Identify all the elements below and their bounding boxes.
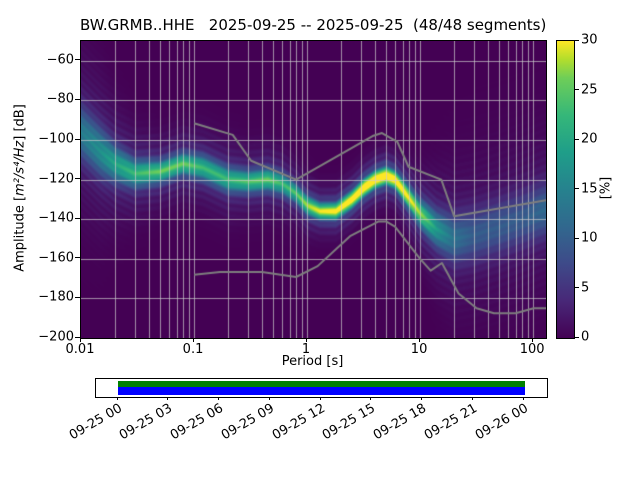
y-tick-label: −180 bbox=[38, 289, 74, 305]
timeline-tick-mark bbox=[218, 397, 219, 400]
timeline-tick-label: 09-25 12 bbox=[269, 401, 328, 444]
timeline-tick-label: 09-26 00 bbox=[472, 401, 531, 444]
y-tick-mark bbox=[75, 336, 80, 338]
y-tick-label: −140 bbox=[38, 210, 74, 226]
colorbar-tick-label: 15 bbox=[581, 181, 598, 196]
coverage-bar-blue bbox=[118, 387, 525, 395]
timeline-tick-label: 09-25 06 bbox=[167, 401, 226, 444]
plot-title: BW.GRMB..HHE 2025-09-25 -- 2025-09-25 (4… bbox=[80, 16, 547, 34]
timeline-tick-mark bbox=[471, 397, 473, 400]
x-tick-label: 1 bbox=[301, 342, 311, 357]
colorbar-tick-mark bbox=[575, 39, 579, 41]
timeline-tick-mark bbox=[522, 397, 524, 400]
colorbar-tick-mark bbox=[575, 336, 579, 338]
y-tick-mark bbox=[75, 59, 80, 61]
y-tick-mark bbox=[75, 138, 80, 140]
timeline-tick-label: 09-25 18 bbox=[370, 401, 429, 444]
y-tick-label: −120 bbox=[38, 171, 74, 187]
y-tick-label: −100 bbox=[38, 131, 74, 147]
timeline-tick-label: 09-25 15 bbox=[320, 401, 379, 444]
y-tick-label: −160 bbox=[38, 250, 74, 266]
x-axis-label: Period [s] bbox=[281, 354, 344, 369]
colorbar-label: [%] bbox=[598, 176, 614, 200]
y-axis-label: Amplitude [m²/s⁴/Hz] [dB] bbox=[13, 104, 28, 272]
y-axis-label-prefix: Amplitude [ bbox=[12, 195, 28, 272]
colorbar-tick-mark bbox=[575, 237, 579, 239]
y-tick-label: −60 bbox=[46, 52, 74, 68]
colorbar-tick-label: 5 bbox=[581, 280, 590, 295]
timeline-tick-mark bbox=[268, 397, 270, 400]
colorbar-tick-mark bbox=[575, 89, 579, 90]
y-tick-mark bbox=[75, 98, 80, 100]
timeline-tick-mark bbox=[319, 397, 321, 400]
colorbar-tick-label: 0 bbox=[581, 329, 590, 345]
colorbar-tick-label: 10 bbox=[581, 230, 598, 246]
timeline-tick-mark bbox=[167, 397, 169, 400]
x-tick-label: 100 bbox=[519, 342, 545, 357]
timeline-tick-mark bbox=[116, 397, 118, 400]
colorbar-tick-label: 30 bbox=[581, 32, 598, 48]
colorbar-tick-label: 25 bbox=[581, 82, 598, 97]
y-tick-mark bbox=[75, 217, 80, 219]
y-tick-mark bbox=[75, 257, 80, 259]
y-tick-label: −200 bbox=[38, 329, 74, 345]
colorbar-tick-mark bbox=[575, 188, 579, 189]
x-tick-label: 0.01 bbox=[65, 342, 95, 357]
y-axis-label-suffix: ] [dB] bbox=[12, 104, 28, 141]
y-axis-label-units: m²/s⁴/Hz bbox=[12, 140, 28, 196]
colorbar-tick-mark bbox=[575, 287, 579, 288]
x-tick-mark bbox=[79, 338, 81, 342]
timeline-tick-mark bbox=[421, 397, 422, 400]
x-tick-label: 10 bbox=[410, 342, 428, 357]
colorbar-tick-mark bbox=[575, 138, 579, 140]
colorbar bbox=[556, 40, 575, 339]
x-tick-mark bbox=[192, 338, 194, 342]
y-tick-label: −80 bbox=[46, 91, 74, 107]
x-tick-mark bbox=[531, 338, 533, 342]
psd-heatmap-canvas bbox=[81, 41, 546, 338]
timeline-tick-label: 09-25 09 bbox=[218, 401, 277, 444]
x-tick-mark bbox=[418, 338, 420, 342]
colorbar-tick-label: 20 bbox=[581, 131, 598, 147]
timeline-tick-label: 09-25 03 bbox=[117, 401, 176, 444]
x-tick-mark bbox=[305, 338, 307, 342]
timeline-tick-label: 09-25 21 bbox=[421, 401, 480, 444]
coverage-bar-green bbox=[118, 381, 525, 387]
timeline-tick-mark bbox=[370, 397, 372, 400]
psd-plot-area bbox=[80, 40, 547, 339]
y-tick-mark bbox=[75, 178, 80, 180]
timeline-tick-label: 09-25 00 bbox=[66, 401, 125, 444]
x-tick-label: 0.1 bbox=[182, 342, 204, 357]
y-tick-mark bbox=[75, 296, 80, 298]
time-coverage-box bbox=[95, 378, 548, 398]
